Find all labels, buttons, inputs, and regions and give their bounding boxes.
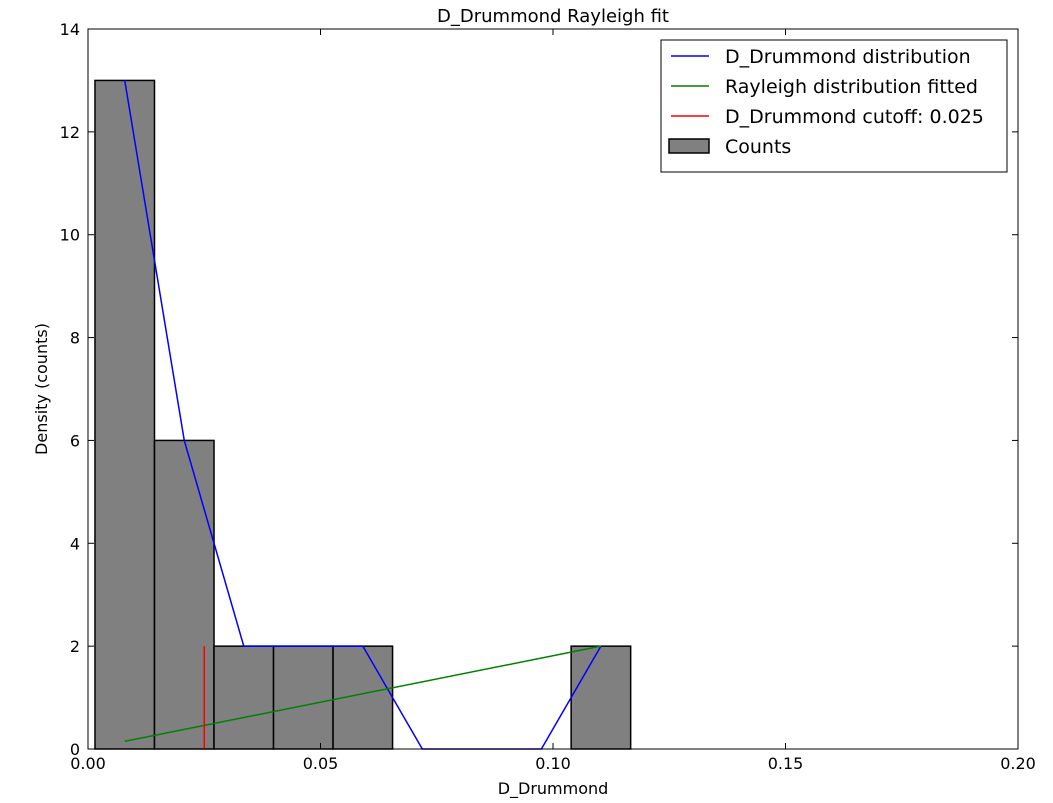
legend: D_Drummond distribution Rayleigh distribu… bbox=[660, 39, 1008, 173]
legend-patch-swatch bbox=[668, 138, 710, 154]
y-tick-label: 10 bbox=[60, 226, 80, 245]
y-tick-label: 4 bbox=[70, 534, 80, 553]
legend-box bbox=[660, 39, 1008, 173]
legend-label: D_Drummond cutoff: 0.025 bbox=[725, 106, 984, 128]
histogram-bar bbox=[94, 79, 156, 750]
y-tick-label: 6 bbox=[70, 431, 80, 450]
x-tick-label: 0.00 bbox=[70, 754, 106, 773]
axis-ticks: 0.00 0.05 0.10 0.15 0.20 0 2 4 6 8 10 12 14 bbox=[60, 20, 1036, 773]
histogram-bars bbox=[94, 79, 632, 750]
x-axis-label: D_Drummond bbox=[498, 779, 609, 799]
y-tick-label: 12 bbox=[60, 123, 80, 142]
x-tick-label: 0.10 bbox=[535, 754, 571, 773]
legend-label: Counts bbox=[725, 136, 791, 158]
y-tick-label: 14 bbox=[60, 20, 80, 39]
histogram-bar bbox=[570, 645, 632, 750]
legend-label: D_Drummond distribution bbox=[725, 46, 971, 68]
histogram-bar bbox=[272, 645, 334, 750]
histogram-bar bbox=[153, 439, 215, 750]
y-tick-label: 2 bbox=[70, 637, 80, 656]
legend-label: Rayleigh distribution fitted bbox=[725, 76, 978, 98]
y-tick-label: 0 bbox=[70, 740, 80, 759]
x-tick-label: 0.05 bbox=[303, 754, 339, 773]
y-axis-label: Density (counts) bbox=[32, 323, 51, 455]
x-tick-label: 0.20 bbox=[1000, 754, 1036, 773]
chart-title: D_Drummond Rayleigh fit bbox=[437, 6, 669, 27]
y-tick-label: 8 bbox=[70, 329, 80, 348]
x-tick-label: 0.15 bbox=[768, 754, 804, 773]
histogram-bar bbox=[213, 645, 275, 750]
